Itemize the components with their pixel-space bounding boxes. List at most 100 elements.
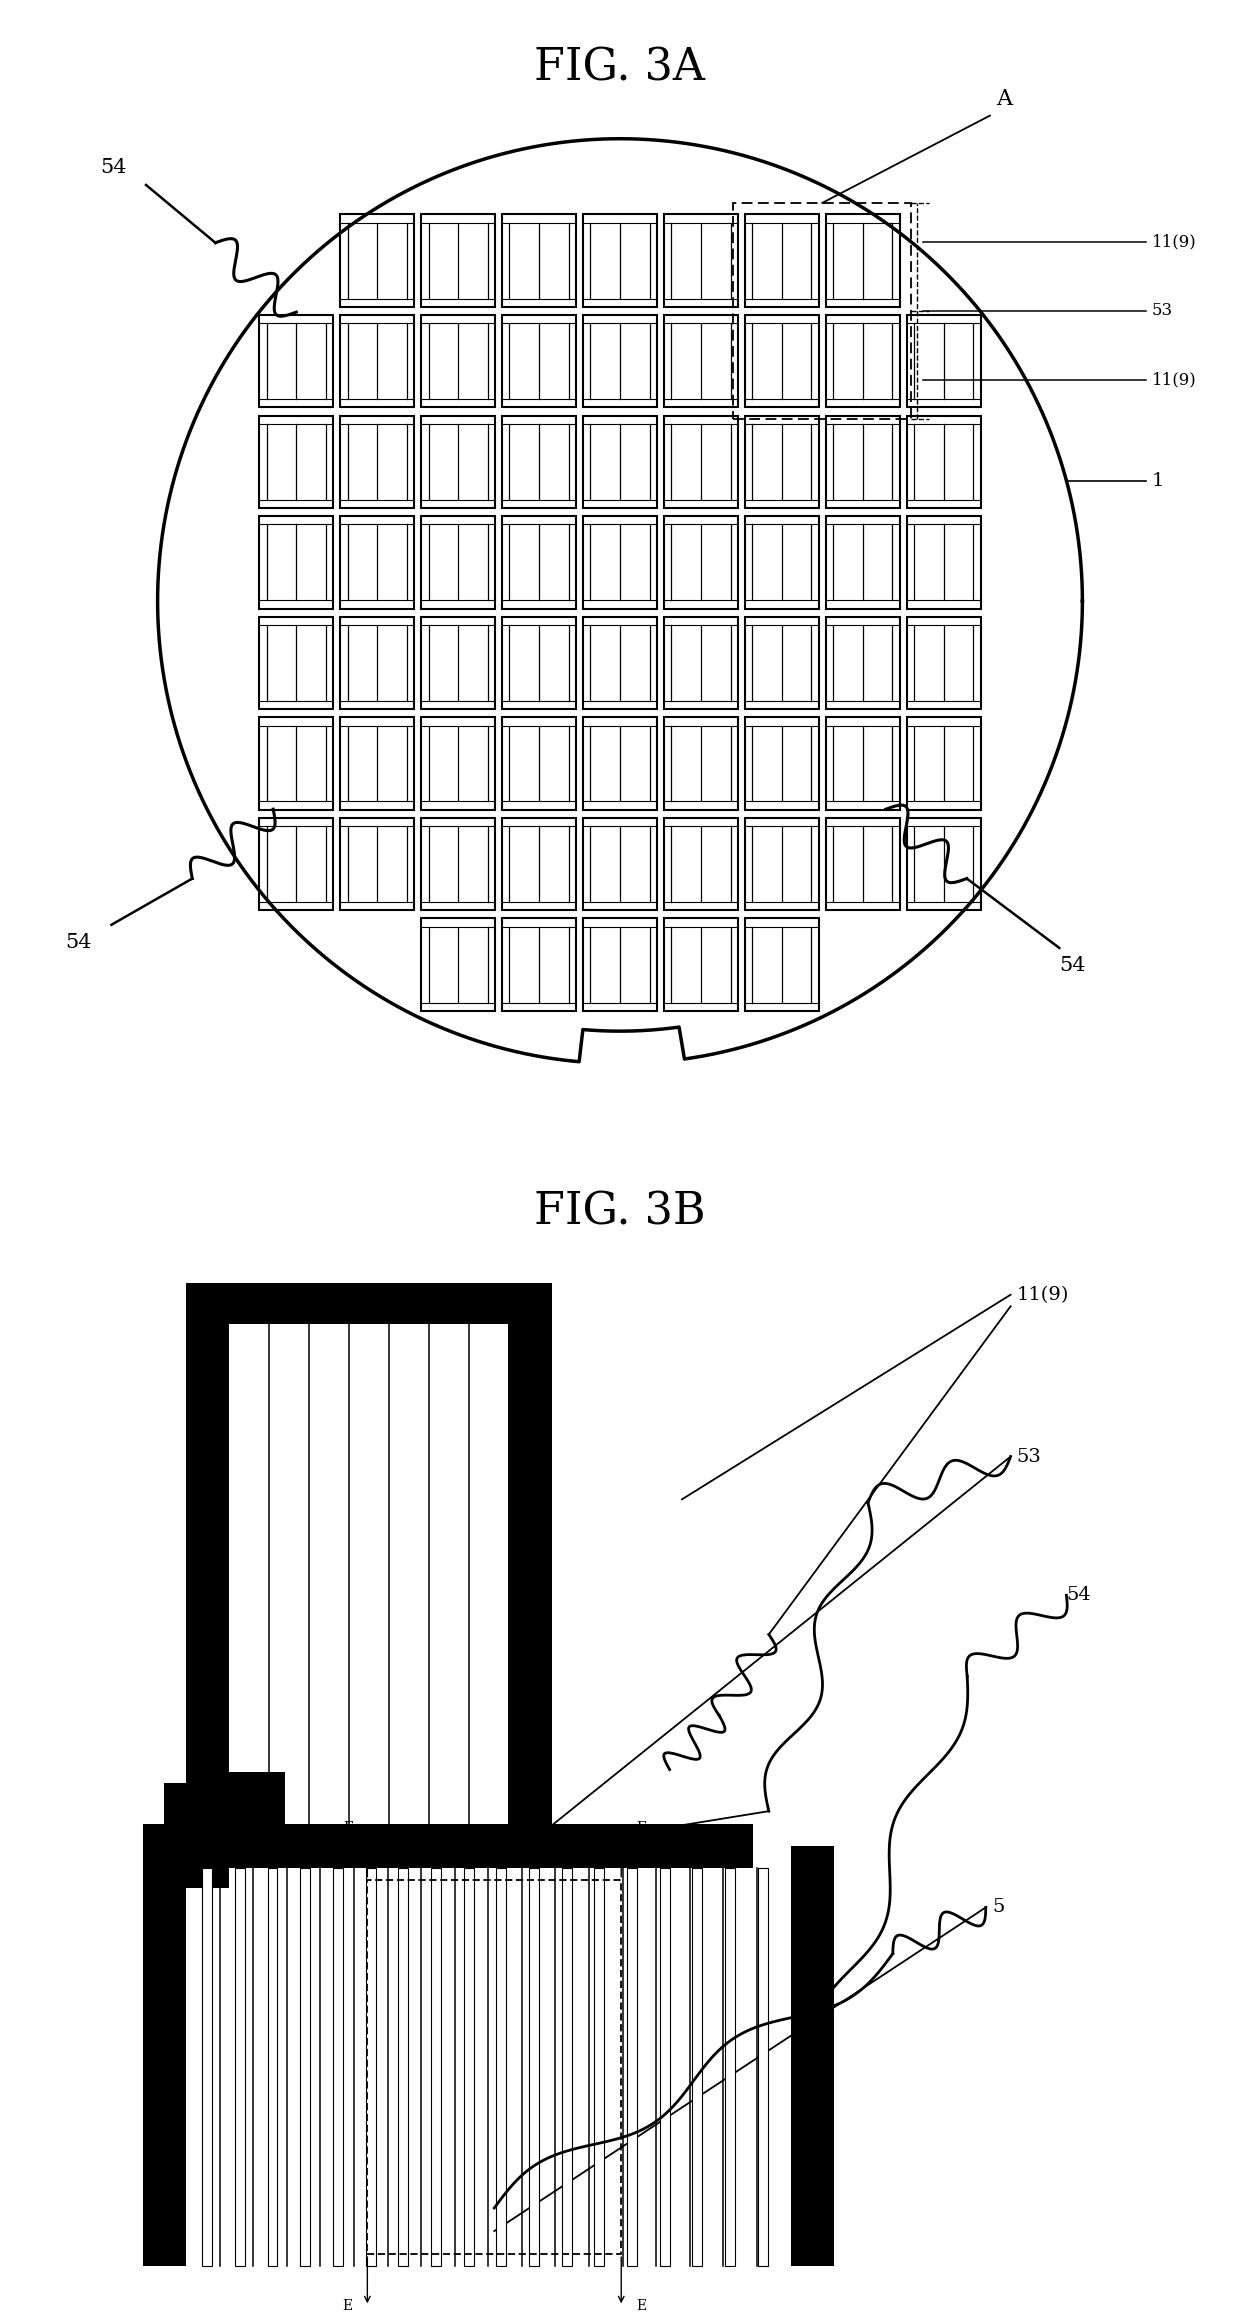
Bar bbox=[508, 1283, 552, 1824]
Bar bbox=[826, 314, 900, 407]
Bar bbox=[826, 617, 900, 710]
Text: A: A bbox=[996, 88, 1012, 109]
Bar bbox=[502, 416, 577, 509]
Bar bbox=[340, 717, 414, 809]
Bar bbox=[906, 416, 981, 509]
Bar bbox=[906, 717, 981, 809]
Bar bbox=[663, 215, 738, 307]
Bar bbox=[502, 314, 577, 407]
Bar bbox=[340, 516, 414, 608]
Text: 54: 54 bbox=[1059, 957, 1086, 976]
Bar bbox=[340, 416, 414, 509]
Bar bbox=[202, 1868, 212, 2266]
Bar bbox=[496, 1868, 506, 2266]
Bar bbox=[432, 1868, 441, 2266]
Text: 53: 53 bbox=[1152, 303, 1173, 319]
Bar bbox=[733, 203, 911, 418]
Bar bbox=[259, 717, 334, 809]
Text: FIG. 3A: FIG. 3A bbox=[534, 46, 706, 90]
Bar bbox=[583, 617, 657, 710]
Bar bbox=[663, 717, 738, 809]
Text: F: F bbox=[636, 1820, 646, 1836]
Text: 11(9): 11(9) bbox=[1152, 372, 1197, 388]
Bar bbox=[583, 416, 657, 509]
Bar bbox=[660, 1868, 670, 2266]
Bar bbox=[758, 1868, 768, 2266]
Bar bbox=[826, 416, 900, 509]
Bar bbox=[259, 416, 334, 509]
Bar bbox=[826, 516, 900, 608]
Bar bbox=[143, 1824, 186, 2266]
Bar bbox=[745, 617, 818, 710]
Bar bbox=[502, 516, 577, 608]
Bar bbox=[340, 818, 414, 911]
Bar bbox=[725, 1868, 735, 2266]
Bar bbox=[422, 918, 495, 1010]
Bar bbox=[366, 1868, 376, 2266]
Bar bbox=[906, 818, 981, 911]
Bar bbox=[745, 215, 818, 307]
Bar bbox=[236, 1868, 244, 2266]
Bar bbox=[745, 314, 818, 407]
Bar bbox=[583, 918, 657, 1010]
Bar bbox=[529, 1868, 539, 2266]
Bar bbox=[663, 818, 738, 911]
Text: F: F bbox=[342, 1820, 352, 1836]
Bar bbox=[268, 1868, 278, 2266]
Bar bbox=[340, 314, 414, 407]
Bar bbox=[502, 818, 577, 911]
Bar bbox=[583, 215, 657, 307]
Bar bbox=[906, 314, 981, 407]
Bar bbox=[164, 1783, 229, 1889]
Bar bbox=[367, 1880, 621, 2254]
Text: 54: 54 bbox=[99, 160, 126, 178]
Bar bbox=[745, 918, 818, 1010]
Bar bbox=[627, 1868, 637, 2266]
Bar bbox=[663, 918, 738, 1010]
Text: FIG. 3B: FIG. 3B bbox=[534, 1191, 706, 1235]
Bar bbox=[745, 818, 818, 911]
Bar bbox=[422, 314, 495, 407]
Bar bbox=[259, 818, 334, 911]
Bar bbox=[583, 516, 657, 608]
Text: 1: 1 bbox=[1152, 472, 1164, 490]
Text: 11(9): 11(9) bbox=[1152, 234, 1197, 250]
Bar bbox=[259, 516, 334, 608]
Bar bbox=[186, 1283, 229, 1824]
Bar bbox=[340, 215, 414, 307]
Bar bbox=[464, 1868, 474, 2266]
Bar bbox=[663, 516, 738, 608]
Bar bbox=[502, 918, 577, 1010]
Bar bbox=[398, 1868, 408, 2266]
Bar bbox=[826, 717, 900, 809]
Text: 5: 5 bbox=[992, 1898, 1004, 1917]
Bar bbox=[583, 818, 657, 911]
Text: 54: 54 bbox=[1066, 1586, 1091, 1605]
Bar bbox=[745, 416, 818, 509]
Bar bbox=[692, 1868, 702, 2266]
Bar bbox=[663, 617, 738, 710]
Text: 54: 54 bbox=[66, 934, 92, 953]
Bar bbox=[562, 1868, 572, 2266]
Bar bbox=[502, 215, 577, 307]
Bar bbox=[663, 314, 738, 407]
Bar bbox=[334, 1868, 342, 2266]
Bar bbox=[300, 1868, 310, 2266]
Bar bbox=[906, 516, 981, 608]
Bar bbox=[422, 717, 495, 809]
Bar bbox=[259, 617, 334, 710]
Bar bbox=[502, 617, 577, 710]
Bar bbox=[745, 516, 818, 608]
Bar bbox=[422, 416, 495, 509]
Bar bbox=[422, 818, 495, 911]
Bar bbox=[340, 617, 414, 710]
Bar bbox=[791, 1845, 833, 2266]
Bar bbox=[229, 1771, 285, 1824]
Bar bbox=[594, 1868, 604, 2266]
Bar bbox=[826, 215, 900, 307]
Bar bbox=[422, 516, 495, 608]
Bar bbox=[663, 416, 738, 509]
Text: 11(9): 11(9) bbox=[1017, 1285, 1069, 1304]
Bar bbox=[826, 818, 900, 911]
Bar bbox=[186, 1824, 753, 1868]
